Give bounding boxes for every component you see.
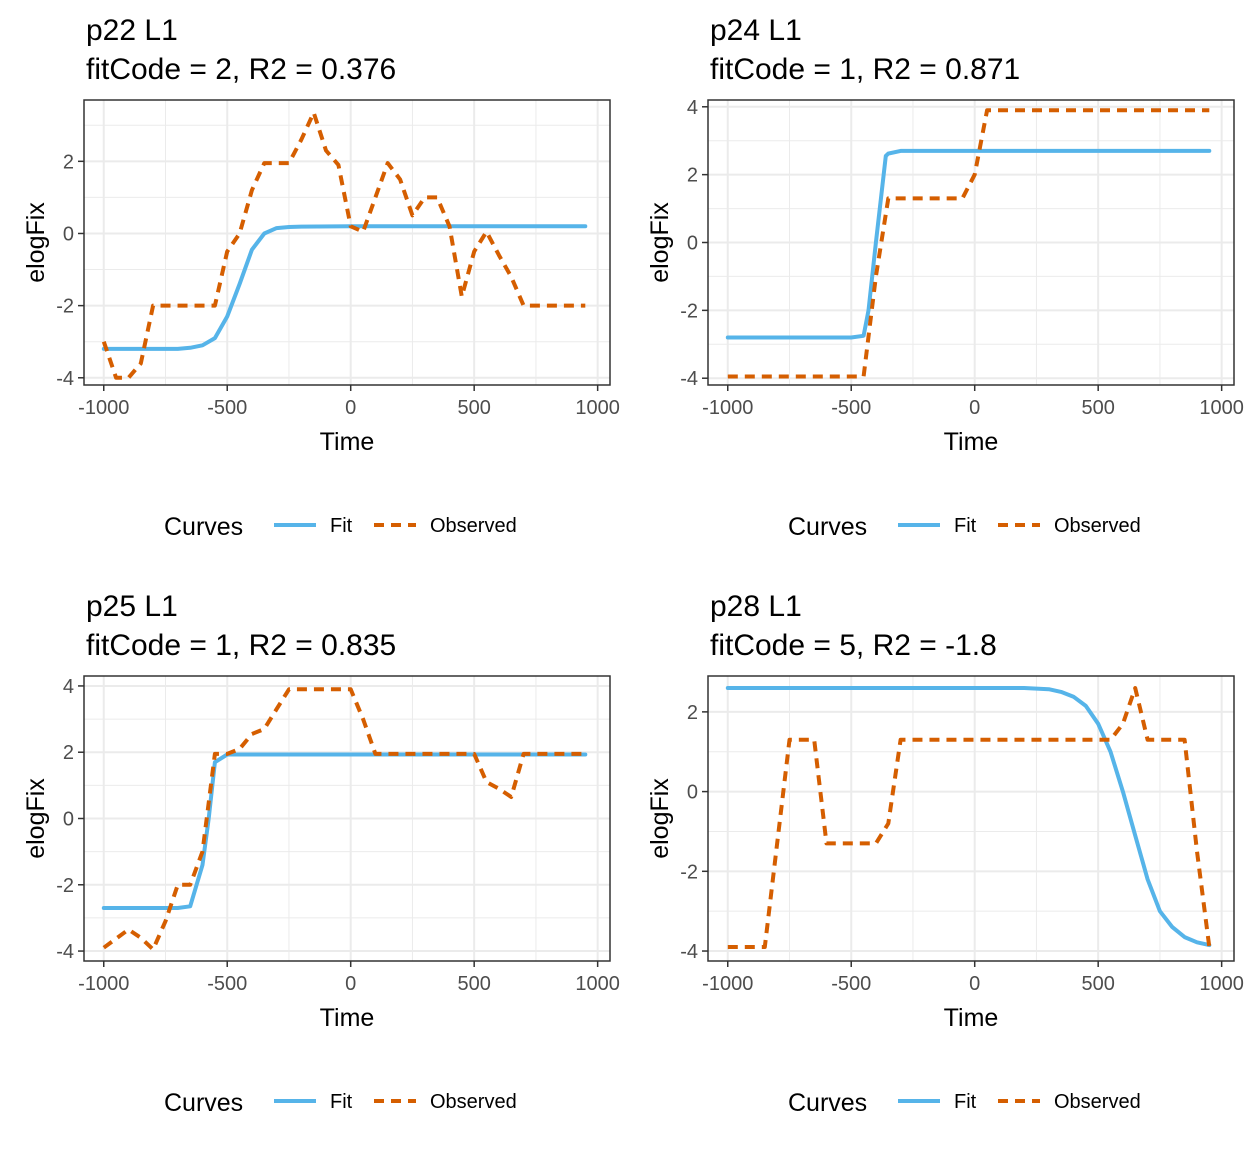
series-line-fit xyxy=(725,148,1212,340)
x-axis-title: Time xyxy=(944,1004,999,1032)
x-tick-label: 1000 xyxy=(575,397,620,419)
legend: Curves Fit Observed xyxy=(788,1089,1141,1117)
legend: Curves Fit Observed xyxy=(164,513,517,541)
legend-label-observed: Observed xyxy=(1054,1091,1141,1113)
x-tick-label: -500 xyxy=(831,973,871,995)
chart-panel: p24 L1 fitCode = 1, R2 = 0.871 -1000 -500 0 5… xyxy=(646,14,1244,541)
series-line-observed xyxy=(102,687,586,952)
x-tick-label: -1000 xyxy=(702,973,753,995)
x-tick-label: -1000 xyxy=(78,397,129,419)
x-tick-label: 0 xyxy=(345,973,356,995)
y-tick-label: 4 xyxy=(63,676,74,698)
y-tick-label: -2 xyxy=(680,861,698,883)
x-tick-label: 0 xyxy=(969,973,980,995)
plot-area xyxy=(84,100,610,385)
legend-label-observed: Observed xyxy=(430,1091,517,1113)
y-axis-title: elogFix xyxy=(22,202,50,283)
y-tick-label: -4 xyxy=(56,368,74,390)
chart-panel: p22 L1 fitCode = 2, R2 = 0.376 -1000 -500 0 5… xyxy=(22,14,620,541)
series-line-fit xyxy=(725,686,1212,948)
y-tick-label: 2 xyxy=(63,151,74,173)
chart-panel: p25 L1 fitCode = 1, R2 = 0.835 -1000 -500 0 5… xyxy=(22,590,620,1117)
y-tick-label: 0 xyxy=(687,233,698,255)
y-tick-label: 4 xyxy=(687,97,698,119)
x-tick-label: -500 xyxy=(207,973,247,995)
y-axis-title: elogFix xyxy=(646,202,674,283)
y-tick-label: 2 xyxy=(687,165,698,187)
chart-title: p22 L1 xyxy=(86,14,178,47)
legend-label-fit: Fit xyxy=(954,515,977,537)
y-tick-label: -4 xyxy=(56,941,74,963)
y-tick-label: -4 xyxy=(680,368,698,390)
x-tick-label: -1000 xyxy=(78,973,129,995)
series-line-fit xyxy=(101,224,588,351)
chart-subtitle: fitCode = 2, R2 = 0.376 xyxy=(86,53,396,86)
y-tick-label: 2 xyxy=(687,702,698,724)
y-tick-label: -4 xyxy=(680,941,698,963)
chart-title: p24 L1 xyxy=(710,14,802,47)
legend-title: Curves xyxy=(788,1089,867,1117)
x-tick-label: -1000 xyxy=(702,397,753,419)
x-tick-label: 500 xyxy=(457,397,490,419)
legend-title: Curves xyxy=(788,513,867,541)
y-tick-label: 0 xyxy=(63,223,74,245)
x-tick-label: 500 xyxy=(457,973,490,995)
y-tick-label: -2 xyxy=(56,875,74,897)
y-tick-label: -2 xyxy=(56,296,74,318)
y-tick-label: 0 xyxy=(687,782,698,804)
chart-title: p25 L1 xyxy=(86,590,178,623)
y-axis-title: elogFix xyxy=(22,778,50,859)
x-axis-title: Time xyxy=(320,1004,375,1032)
chart-subtitle: fitCode = 1, R2 = 0.835 xyxy=(86,629,396,662)
x-tick-label: 0 xyxy=(969,397,980,419)
legend-label-fit: Fit xyxy=(330,515,353,537)
x-tick-label: 1000 xyxy=(1199,973,1244,995)
legend-label-fit: Fit xyxy=(330,1091,353,1113)
x-tick-label: 0 xyxy=(345,397,356,419)
x-tick-label: 500 xyxy=(1081,973,1114,995)
legend-label-observed: Observed xyxy=(1054,515,1141,537)
legend-label-fit: Fit xyxy=(954,1091,977,1113)
chart-title: p28 L1 xyxy=(710,590,802,623)
series-line-observed xyxy=(727,108,1210,379)
x-axis-title: Time xyxy=(320,428,375,456)
series-line-observed xyxy=(727,686,1212,949)
y-tick-label: 2 xyxy=(63,742,74,764)
legend-title: Curves xyxy=(164,513,243,541)
chart-subtitle: fitCode = 5, R2 = -1.8 xyxy=(710,629,997,662)
x-axis-title: Time xyxy=(944,428,999,456)
plot-area xyxy=(708,676,1234,961)
y-tick-label: 0 xyxy=(63,809,74,831)
chart-subtitle: fitCode = 1, R2 = 0.871 xyxy=(710,53,1020,86)
plot-border xyxy=(83,99,611,386)
x-tick-label: 1000 xyxy=(1199,397,1244,419)
chart-panel: p28 L1 fitCode = 5, R2 = -1.8 -1000 -500 0 50… xyxy=(646,590,1244,1117)
legend-title: Curves xyxy=(164,1089,243,1117)
x-tick-label: 500 xyxy=(1081,397,1114,419)
plot-border xyxy=(707,99,1235,386)
y-axis-title: elogFix xyxy=(646,778,674,859)
series-line-observed xyxy=(101,110,586,380)
y-tick-label: -2 xyxy=(680,300,698,322)
legend: Curves Fit Observed xyxy=(164,1089,517,1117)
legend-label-observed: Observed xyxy=(430,515,517,537)
x-tick-label: -500 xyxy=(207,397,247,419)
plot-border xyxy=(707,675,1235,962)
x-tick-label: 1000 xyxy=(575,973,620,995)
legend: Curves Fit Observed xyxy=(788,513,1141,541)
plot-border xyxy=(83,675,611,962)
x-tick-label: -500 xyxy=(831,397,871,419)
